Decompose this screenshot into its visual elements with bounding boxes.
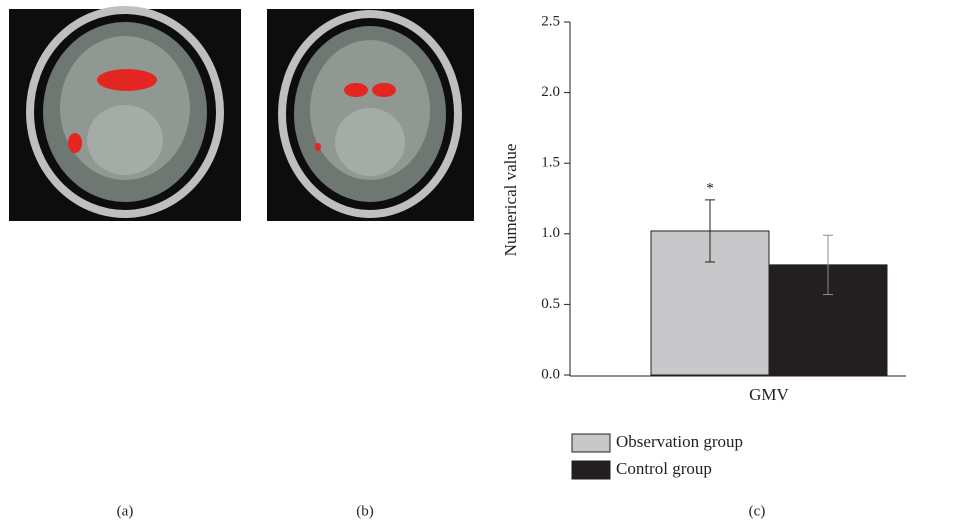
y-tick-label: 2.0	[541, 84, 560, 100]
panel-label: (b)	[356, 503, 374, 519]
legend-label: Control group	[616, 459, 712, 478]
y-tick-label: 1.0	[541, 225, 560, 241]
figure: (a) (b) (c) Numerical value 0.0 0.5 1.0 1.5…	[0, 0, 959, 525]
panel-label: (a)	[117, 503, 134, 519]
y-tick-label: 2.5	[541, 13, 560, 29]
y-tick-label: 0.5	[541, 296, 560, 312]
y-tick-label: 1.5	[541, 155, 560, 171]
brain-image-b	[267, 9, 474, 221]
significance-mark: *	[706, 180, 714, 196]
brain-image-a	[9, 9, 241, 221]
y-axis-label: Numerical value	[501, 144, 520, 257]
x-tick-label: GMV	[749, 385, 789, 404]
legend-swatch	[572, 461, 610, 479]
legend-swatch	[572, 434, 610, 452]
panel-label: (c)	[749, 503, 766, 519]
legend-label: Observation group	[616, 432, 743, 451]
y-tick-label: 0.0	[541, 366, 560, 382]
